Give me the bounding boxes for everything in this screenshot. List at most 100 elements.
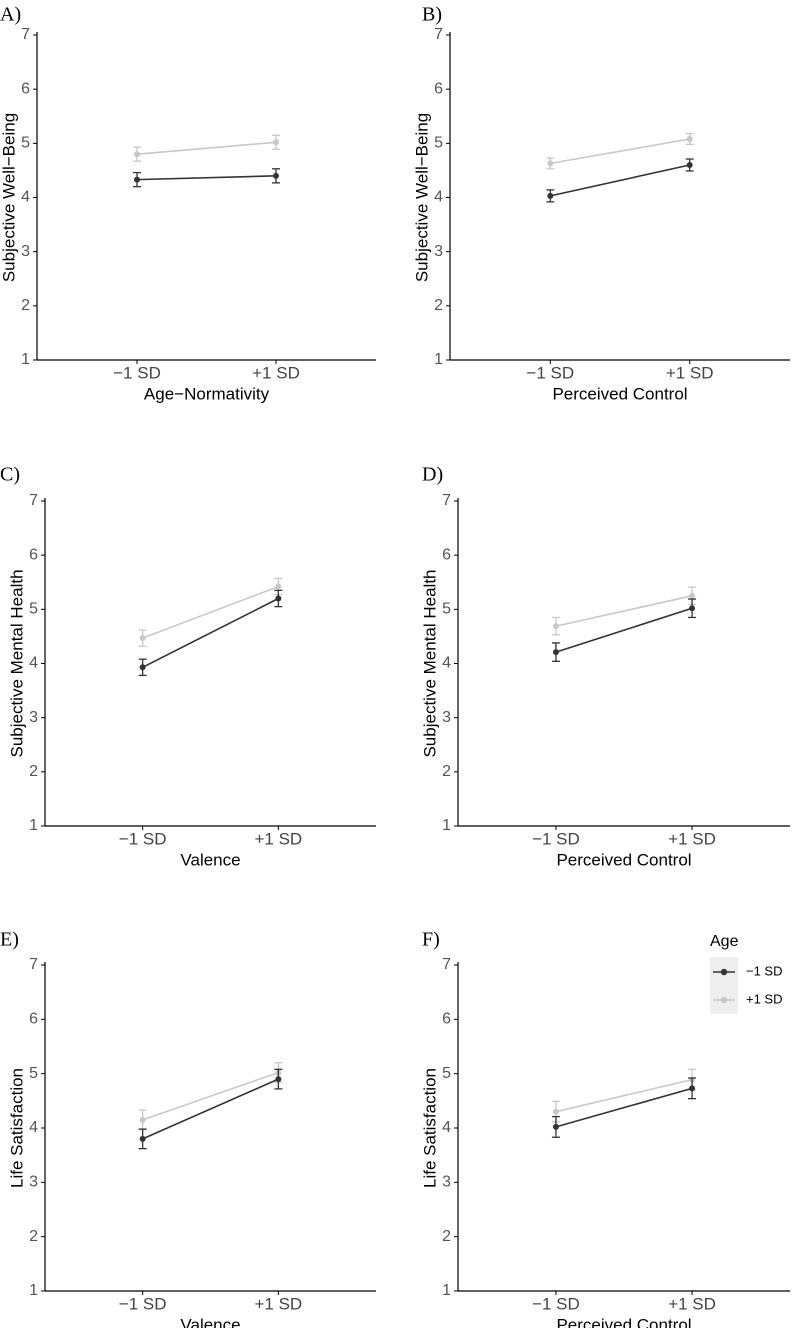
data-point	[272, 172, 279, 179]
data-point	[134, 151, 141, 158]
y-tick-label: 1	[442, 1282, 451, 1299]
x-axis-title: Perceived Control	[552, 384, 687, 403]
y-tick-label: 2	[434, 297, 443, 314]
y-tick-label: 3	[21, 243, 30, 260]
series-line	[555, 607, 693, 653]
x-tick-label: −1 SD	[113, 363, 161, 382]
y-tick-label: 6	[29, 546, 38, 563]
x-tick-label: +1 SD	[666, 363, 714, 382]
data-point	[689, 1085, 696, 1092]
data-point	[552, 623, 559, 630]
data-point	[139, 664, 146, 671]
series-plus-1sd	[546, 132, 694, 170]
series-line	[136, 175, 277, 181]
x-tick-label: +1 SD	[254, 829, 302, 848]
y-tick-label: 7	[29, 956, 38, 973]
y-axis-title: Subjective Well−Being	[412, 113, 431, 282]
data-point	[547, 160, 554, 167]
x-axis-title: Valence	[180, 1315, 240, 1328]
legend-entry-label: −1 SD	[746, 963, 783, 978]
data-point	[275, 1076, 282, 1083]
legend-key-point	[720, 968, 728, 976]
y-tick-label: 5	[29, 601, 38, 618]
y-tick-label: 3	[442, 709, 451, 726]
y-tick-label: 1	[29, 817, 38, 834]
x-tick-label: +1 SD	[252, 363, 300, 382]
y-axis-title: Subjective Mental Health	[420, 569, 439, 757]
x-tick-label: −1 SD	[526, 363, 574, 382]
y-tick-label: 6	[442, 546, 451, 563]
series-plus-1sd	[133, 134, 280, 162]
y-tick-label: 6	[21, 80, 30, 97]
x-tick-label: −1 SD	[532, 829, 580, 848]
data-point	[272, 139, 279, 146]
y-tick-label: 5	[29, 1065, 38, 1082]
series-minus-1sd	[138, 1068, 283, 1150]
legend-key-background	[710, 957, 738, 1014]
y-axis-title: Life Satisfaction	[7, 1068, 26, 1188]
y-tick-label: 4	[442, 1119, 451, 1136]
data-point	[547, 192, 554, 199]
chart-panel-b: B) 1 2 3 4 5 6 7 −1 SD +1 SD Perceived Control Subj…	[412, 4, 790, 403]
series-plus-1sd	[551, 586, 697, 636]
x-tick-label: +1 SD	[668, 1294, 716, 1313]
y-axis-title: Life Satisfaction	[420, 1068, 439, 1188]
series-line	[550, 138, 690, 165]
y-tick-label: 7	[442, 492, 451, 509]
panels-group: A) 1 2 3 4 5 6 7 −1 SD +1 SD Age−Normativity Subjec…	[0, 4, 790, 1328]
y-tick-label: 7	[434, 26, 443, 43]
legend-key-point	[720, 996, 728, 1004]
series-line	[142, 585, 279, 639]
chart-panel-a: A) 1 2 3 4 5 6 7 −1 SD +1 SD Age−Normativity Subjec…	[0, 4, 376, 403]
data-point	[689, 592, 696, 599]
y-tick-label: 4	[434, 189, 443, 206]
y-tick-label: 1	[434, 351, 443, 368]
data-point	[275, 583, 282, 590]
y-axis-title: Subjective Mental Health	[7, 569, 26, 757]
y-axis-title: Subjective Well−Being	[0, 113, 18, 282]
x-tick-label: +1 SD	[668, 829, 716, 848]
data-point	[552, 1108, 559, 1115]
data-point	[686, 136, 693, 142]
series-minus-1sd	[133, 168, 280, 188]
y-tick-label: 1	[21, 351, 30, 368]
chart-panel-f: F) 1 2 3 4 5 6 7 −1 SD +1 SD Perceived Control Life…	[420, 929, 790, 1328]
y-tick-label: 2	[21, 297, 30, 314]
y-tick-label: 2	[442, 763, 451, 780]
panel-letter: E)	[0, 929, 19, 951]
series-line	[555, 1087, 693, 1128]
series-line	[142, 597, 279, 669]
x-axis-title: Age−Normativity	[144, 384, 270, 403]
data-point	[139, 1116, 146, 1123]
y-tick-label: 2	[29, 763, 38, 780]
y-tick-label: 6	[442, 1011, 451, 1028]
chart-panel-c: C) 1 2 3 4 5 6 7 −1 SD +1 SD Valence Subjective Men…	[0, 464, 376, 869]
series-minus-1sd	[551, 598, 697, 662]
series-minus-1sd	[546, 158, 694, 203]
y-tick-label: 4	[29, 655, 38, 672]
x-tick-label: +1 SD	[254, 1294, 302, 1313]
data-point	[552, 1123, 559, 1130]
y-tick-label: 1	[442, 817, 451, 834]
y-tick-label: 7	[442, 956, 451, 973]
data-point	[134, 176, 141, 183]
series-line	[142, 1078, 279, 1140]
series-line	[142, 1071, 279, 1121]
series-line	[555, 595, 693, 627]
x-axis-title: Valence	[180, 850, 240, 869]
series-line	[136, 141, 277, 155]
panel-letter: D)	[422, 464, 443, 486]
panel-letter: A)	[0, 4, 21, 26]
series-line	[555, 1078, 693, 1113]
panel-letter: C)	[0, 464, 20, 486]
series-minus-1sd	[138, 589, 283, 677]
chart-panel-e: E) 1 2 3 4 5 6 7 −1 SD +1 SD Valence Life Satisfact…	[0, 929, 376, 1328]
data-point	[139, 1135, 146, 1142]
data-point	[689, 605, 696, 612]
panel-letter: B)	[422, 4, 442, 26]
y-tick-label: 3	[29, 709, 38, 726]
x-tick-label: −1 SD	[119, 1294, 167, 1313]
y-tick-label: 3	[434, 243, 443, 260]
y-tick-label: 7	[21, 26, 30, 43]
y-tick-label: 3	[442, 1174, 451, 1191]
